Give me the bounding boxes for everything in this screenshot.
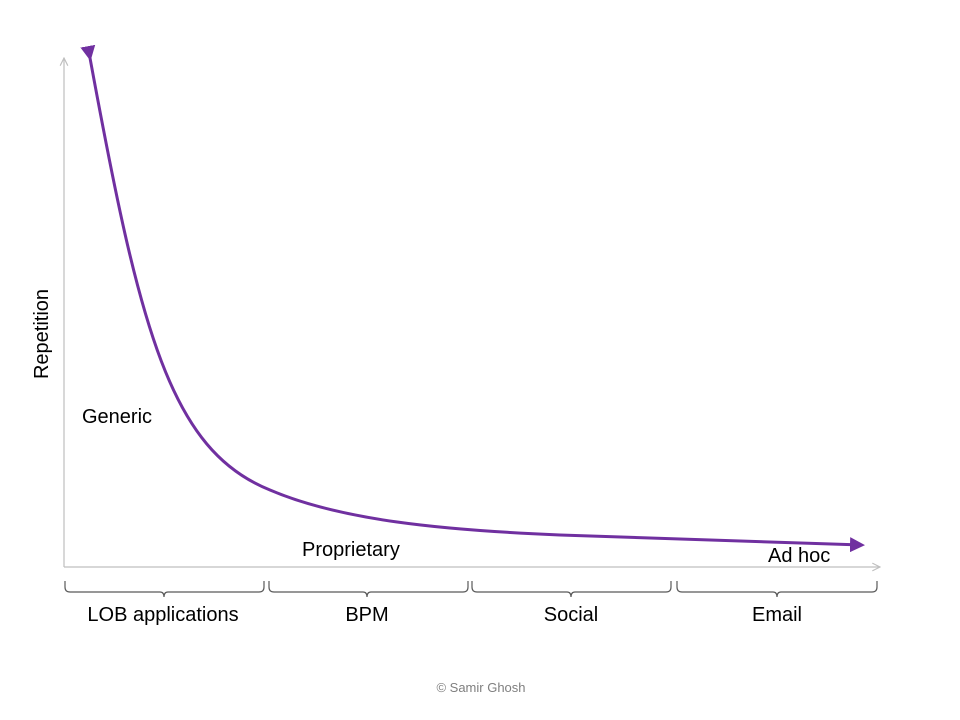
ad-hoc-label: Ad hoc <box>768 545 830 567</box>
copyright-notice: © Samir Ghosh <box>436 680 525 695</box>
repetition-curve <box>80 44 865 553</box>
proprietary-label: Proprietary <box>302 539 400 561</box>
bracket-lob-applications <box>64 581 265 598</box>
generic-label: Generic <box>82 406 152 428</box>
bracket-social <box>471 581 672 598</box>
category-social: Social <box>544 604 598 626</box>
y-axis-label: Repetition <box>31 289 53 379</box>
bracket-email <box>676 581 878 598</box>
category-lob-applications: LOB applications <box>87 604 238 626</box>
bracket-bpm <box>268 581 469 598</box>
category-bpm: BPM <box>345 604 388 626</box>
category-email: Email <box>752 604 802 626</box>
